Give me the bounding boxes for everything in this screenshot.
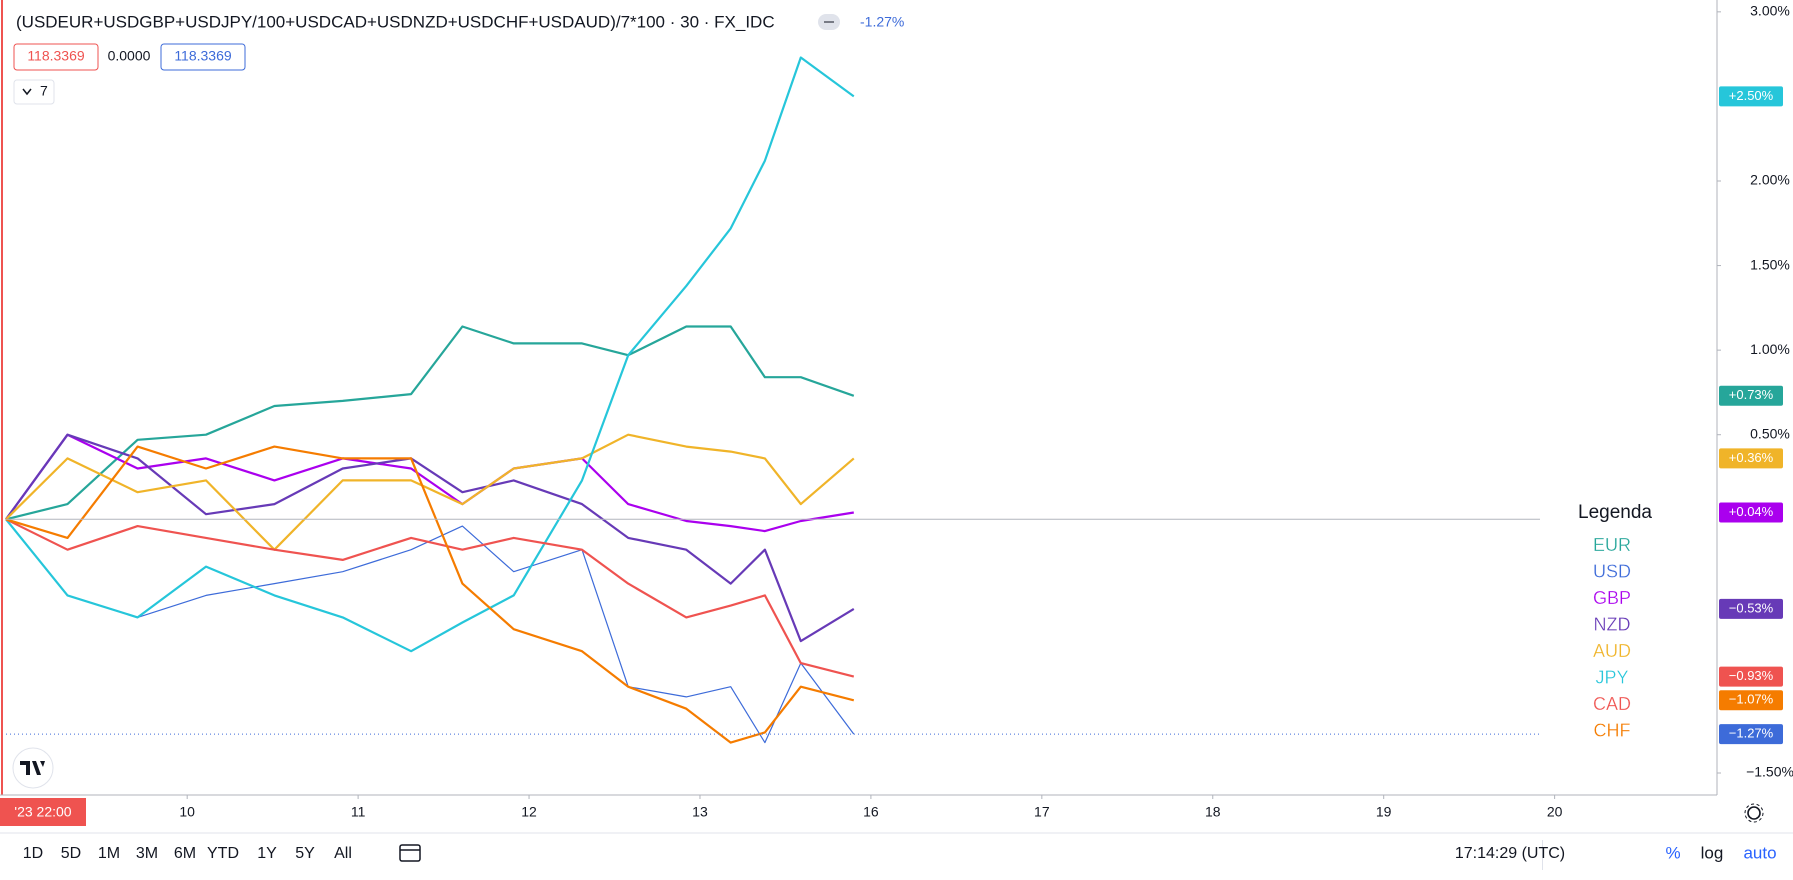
range-button[interactable]: All bbox=[334, 845, 352, 862]
x-tick-label: 16 bbox=[863, 804, 879, 820]
value-badge bbox=[1719, 385, 1783, 406]
legend-entry: AUD bbox=[1593, 641, 1631, 661]
series-line bbox=[5, 433, 855, 551]
indicators-count: 7 bbox=[40, 83, 48, 99]
range-button[interactable]: 1D bbox=[23, 845, 43, 862]
legend-entry: USD bbox=[1593, 561, 1631, 581]
value-label: −1.27% bbox=[1729, 726, 1774, 741]
quote-box bbox=[13, 43, 99, 71]
value-badge bbox=[1719, 448, 1783, 469]
chart-title: (USDEUR+USDGBP+USDJPY/100+USDCAD+USDNZD+… bbox=[16, 12, 775, 31]
chevron bbox=[22, 88, 32, 96]
value-label: −0.53% bbox=[1729, 600, 1774, 615]
range-button[interactable]: YTD bbox=[207, 845, 239, 862]
value-label: −1.07% bbox=[1729, 692, 1774, 707]
value-label: +0.36% bbox=[1729, 450, 1774, 465]
y-tick-label: 3.00% bbox=[1750, 3, 1790, 19]
quote-ask: 118.3369 bbox=[174, 48, 232, 64]
value-label: +2.50% bbox=[1729, 88, 1774, 103]
x-tick-label: 11 bbox=[351, 804, 366, 820]
series-line bbox=[5, 56, 855, 653]
indicators-toggle[interactable] bbox=[13, 79, 55, 105]
value-label: −0.93% bbox=[1729, 668, 1774, 683]
auto-toggle[interactable]: auto bbox=[1743, 843, 1776, 862]
legend-entry: CAD bbox=[1593, 694, 1631, 714]
separator bbox=[1542, 840, 1543, 870]
x-tick-label: '23 22:00 bbox=[14, 804, 71, 820]
x-start-badge bbox=[0, 798, 86, 826]
log-toggle[interactable]: log bbox=[1701, 843, 1724, 862]
series-line bbox=[5, 445, 855, 744]
value-label: +0.73% bbox=[1729, 387, 1774, 402]
legend-entry: GBP bbox=[1593, 588, 1631, 608]
plot bbox=[5, 56, 855, 744]
y-tick-label: 1.00% bbox=[1750, 341, 1790, 357]
value-badge bbox=[1719, 724, 1783, 745]
quote-bid: 118.3369 bbox=[27, 48, 85, 64]
percent-toggle[interactable]: % bbox=[1665, 843, 1680, 862]
x-tick-label: 12 bbox=[521, 804, 537, 820]
change: -1.27% bbox=[860, 14, 904, 30]
range-button[interactable]: 3M bbox=[136, 845, 158, 862]
series-line bbox=[5, 518, 855, 744]
y-tick-label: 1.50% bbox=[1750, 256, 1790, 272]
y-tick-label: 2.00% bbox=[1750, 172, 1790, 188]
y-tick-label: −1.50% bbox=[1746, 764, 1793, 780]
value-badge bbox=[1719, 598, 1783, 619]
y-tick-label: 0.50% bbox=[1750, 425, 1790, 441]
legend-entry: NZD bbox=[1594, 614, 1631, 634]
range-button[interactable]: 6M bbox=[174, 845, 196, 862]
legend-entry: EUR bbox=[1593, 535, 1631, 555]
legend-title: Legenda bbox=[1578, 502, 1652, 523]
clock: 17:14:29 (UTC) bbox=[1455, 845, 1565, 862]
legend-entry: CHF bbox=[1594, 720, 1631, 740]
x-tick-label: 20 bbox=[1547, 804, 1563, 820]
x-tick-label: 10 bbox=[179, 804, 195, 820]
value-badge bbox=[1719, 502, 1783, 523]
range-button[interactable]: 1M bbox=[98, 845, 120, 862]
settings-icon[interactable] bbox=[1744, 803, 1764, 823]
quote-spread: 0.0000 bbox=[108, 48, 151, 64]
date-range-icon[interactable] bbox=[399, 844, 421, 862]
logo bbox=[12, 747, 54, 789]
range-button[interactable]: 1Y bbox=[257, 845, 277, 862]
value-badge bbox=[1719, 86, 1783, 107]
legend-entry: JPY bbox=[1595, 667, 1628, 687]
x-tick-label: 13 bbox=[692, 804, 708, 820]
value-badge bbox=[1719, 666, 1783, 687]
series-line bbox=[5, 518, 855, 678]
x-tick-label: 18 bbox=[1205, 804, 1221, 820]
x-tick-label: 17 bbox=[1034, 804, 1050, 820]
range-button[interactable]: 5Y bbox=[295, 845, 315, 862]
range-button[interactable]: 5D bbox=[61, 845, 81, 862]
x-tick-label: 19 bbox=[1376, 804, 1392, 820]
quote-box bbox=[160, 43, 246, 71]
series-line bbox=[5, 325, 855, 521]
value-badge bbox=[1719, 690, 1783, 711]
value-label: +0.04% bbox=[1729, 504, 1774, 519]
